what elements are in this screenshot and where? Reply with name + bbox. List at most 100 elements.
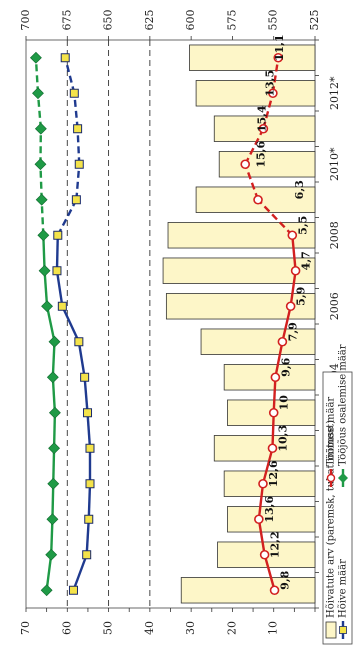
bar-2010* (218, 151, 316, 178)
osalus-segment-10 (40, 199, 45, 236)
hoive-segment-4 (86, 412, 92, 449)
legend-label-1: Hõive määr (338, 559, 349, 618)
hoive-segment-13 (73, 93, 79, 129)
bar-2012* (195, 80, 316, 107)
right-tick-label-650: 650 (102, 10, 115, 31)
tootus-point-2000 (254, 514, 264, 525)
tootus-point-2012* (268, 88, 278, 99)
tootus-segment-2 (257, 483, 265, 520)
osalus-point-2001 (47, 477, 60, 490)
hoive-point-2001 (85, 479, 95, 489)
left-tick-label-10: 10 (267, 621, 280, 635)
tootus-point-2009 (253, 194, 263, 205)
legend-box (322, 371, 353, 645)
legend-square-marker (339, 626, 347, 634)
osalus-point-2000 (46, 513, 59, 526)
legend-label-2: Töötuse määr (326, 397, 337, 466)
osalus-segment-0 (45, 554, 53, 591)
hoive-point-2003 (83, 408, 93, 418)
tootus-point-2004 (270, 372, 281, 383)
legend: Hõivatute arv (paremsk, tuhat inimest) Hõ… (322, 344, 353, 645)
left-tick-label-60: 60 (60, 621, 73, 635)
hoive-point-1998 (68, 585, 78, 595)
tootus-segment-11 (244, 163, 260, 201)
osalus-point-2005 (48, 335, 61, 348)
osalus-segment-14 (34, 57, 40, 94)
tootus-segment-5 (272, 377, 277, 413)
hoive-segment-0 (72, 554, 88, 591)
bar-2004 (223, 364, 316, 391)
osalus-segment-8 (43, 270, 49, 307)
tootus-point-2006 (285, 301, 296, 312)
osalus-segment-2 (51, 483, 55, 520)
hoive-segment-2 (87, 483, 92, 520)
tootus-point-2013 (273, 52, 284, 63)
osalus-segment-1 (49, 519, 54, 555)
year-label-2008: 2008 (328, 221, 341, 249)
bar-2000 (227, 506, 316, 533)
right-tick-label-550: 550 (267, 10, 280, 31)
tootus-segment-6 (274, 341, 284, 378)
tootus-segment-7 (281, 305, 292, 343)
hoive-point-2005 (74, 337, 84, 347)
hoive-series (52, 53, 95, 595)
hoive-point-2007 (52, 266, 62, 276)
legend-item-1: Hõive määr (338, 559, 349, 639)
hoive-segment-14 (64, 57, 76, 94)
data-label-2006: 5,9 (295, 287, 308, 306)
data-label-2009: 6,3 (293, 180, 306, 199)
osalus-segment-7 (45, 306, 56, 342)
hoive-point-2010* (74, 159, 84, 169)
tootus-point-1999 (259, 549, 270, 560)
osalus-point-2010* (34, 158, 47, 171)
left-tick-label-50: 50 (102, 621, 115, 635)
year-label-2012*: 2012* (328, 76, 341, 110)
right-tick-label-700: 700 (19, 10, 32, 31)
data-label-2005: 7,9 (286, 322, 299, 341)
osalus-segment-4 (52, 412, 57, 449)
osalus-point-2012* (32, 87, 44, 100)
hoive-segment-10 (56, 199, 78, 236)
data-label-1998: 9,8 (279, 570, 292, 589)
tootus-segment-1 (257, 519, 266, 555)
osalus-point-2009 (35, 193, 48, 206)
right-tick-label-525: 525 (308, 10, 321, 31)
tootus-segment-8 (289, 270, 297, 307)
tootus-segment-10 (257, 198, 294, 237)
hoive-segment-7 (61, 305, 80, 343)
data-label-2010*: 15,6 (255, 141, 268, 168)
osalus-point-2008 (37, 229, 50, 242)
hoive-point-2006 (57, 301, 67, 311)
tootus-segment-14 (271, 57, 280, 94)
hoive-point-2012* (69, 88, 79, 98)
left-tick-label-40: 40 (143, 621, 156, 635)
tootus-point-2011 (258, 123, 269, 134)
right-tick-label-600: 600 (184, 10, 197, 31)
legend-item-3: Tööjõus osalemise määr (338, 344, 349, 487)
right-tick-label-575: 575 (225, 10, 238, 31)
osalus-point-2011 (34, 122, 47, 135)
hoive-point-2011 (73, 124, 83, 134)
legend-diamond-marker (338, 473, 348, 483)
bar-2007 (162, 257, 316, 284)
bar-2002 (213, 435, 316, 462)
bar-2013 (189, 44, 316, 71)
legend-label-3: Tööjõus osalemise määr (338, 344, 349, 466)
tootus-point-2005 (277, 336, 288, 347)
tootus-point-1998 (269, 585, 280, 596)
osalus-segment-9 (42, 235, 46, 271)
tootus-point-2007 (290, 265, 301, 276)
osalus-point-2006 (41, 300, 53, 313)
tootus-point-2008 (287, 230, 298, 241)
tootus-series (240, 52, 301, 596)
legend-bar-swatch (325, 621, 337, 639)
year-label-2010*: 2010* (328, 147, 341, 181)
tootus-segment-0 (263, 554, 276, 591)
hoive-point-2004 (80, 372, 90, 382)
hoive-point-2008 (53, 230, 63, 240)
tootus-point-2001 (258, 478, 268, 489)
osalus-segment-11 (39, 164, 43, 200)
right-tick-label-675: 675 (60, 10, 73, 31)
tootus-point-2003 (268, 407, 279, 418)
osalus-segment-6 (51, 341, 56, 378)
